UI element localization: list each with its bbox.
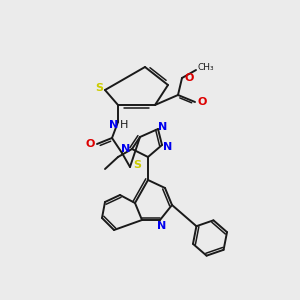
- Text: S: S: [133, 160, 141, 170]
- Text: H: H: [120, 120, 128, 130]
- Text: O: O: [197, 97, 207, 107]
- Text: CH₃: CH₃: [198, 64, 214, 73]
- Text: N: N: [122, 144, 130, 154]
- Text: O: O: [85, 139, 95, 149]
- Text: N: N: [158, 221, 166, 231]
- Text: N: N: [164, 142, 172, 152]
- Text: N: N: [110, 120, 118, 130]
- Text: N: N: [158, 122, 168, 132]
- Text: O: O: [184, 73, 194, 83]
- Text: S: S: [95, 83, 103, 93]
